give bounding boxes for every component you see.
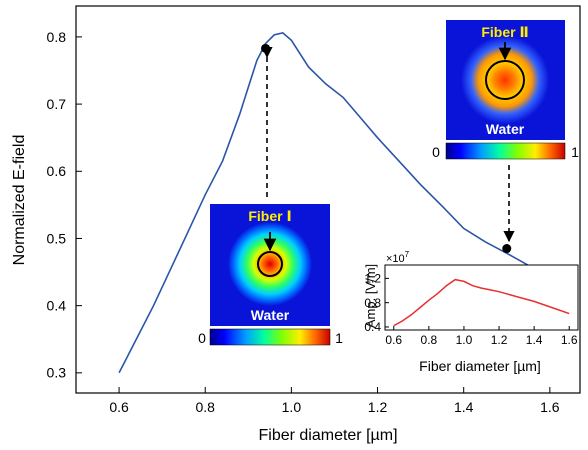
- main-y-ticks: 0.3 0.4 0.5 0.6 0.7 0.8: [47, 29, 82, 381]
- fiber2-field-spot: [461, 36, 549, 124]
- fiber2-outline: [485, 60, 525, 100]
- main-markers: [261, 43, 512, 254]
- inset-y-ticks: 0.4 0.8 1.2: [364, 272, 389, 334]
- fiber1-colorbar-max: 1: [335, 330, 343, 346]
- main-chart: 0.6 0.8 1.0 1.2 1.4 1.6 0.3 0.4 0.5 0.6 0.7 0.8 Fi…: [11, 5, 581, 444]
- main-y-tick-label: 0.7: [47, 96, 67, 112]
- main-plot-frame: [75, 5, 581, 394]
- inset-plot-frame: [384, 264, 579, 331]
- inset-y-tick-label: 0.4: [364, 320, 381, 334]
- main-series-line: [118, 32, 551, 374]
- fiber1-medium-label: Water: [251, 307, 290, 323]
- inset-x-axis-label: Fiber diameter [µm]: [419, 358, 541, 374]
- inset-x-tick-label: 1.4: [526, 333, 543, 347]
- inset-exponent-label: ×107: [386, 250, 410, 265]
- fiber2-colorbar-min: 0: [432, 144, 440, 160]
- fiber1-colorbar-min: 0: [198, 330, 206, 346]
- main-y-tick-label: 0.8: [47, 29, 67, 45]
- fiber2-field-panel: Fiber Ⅱ Water 0 1: [432, 20, 579, 160]
- fiber2-medium-label: Water: [486, 121, 525, 137]
- fiber1-outline: [257, 251, 283, 277]
- main-x-tick-label: 1.6: [540, 399, 560, 415]
- main-x-tick-label: 0.6: [109, 399, 129, 415]
- inset-x-tick-label: 0.6: [385, 333, 402, 347]
- inset-x-tick-label: 1.6: [561, 333, 578, 347]
- inset-x-tick-label: 0.8: [421, 333, 438, 347]
- main-y-axis-label: Normalized E-field: [11, 135, 28, 266]
- inset-x-tick-label: 1.0: [456, 333, 473, 347]
- inset-y-tick-label: 1.2: [364, 272, 381, 286]
- main-x-ticks: 0.6 0.8 1.0 1.2 1.4 1.6: [109, 387, 560, 415]
- main-x-tick-label: 1.0: [282, 399, 302, 415]
- main-x-tick-label: 1.4: [454, 399, 474, 415]
- inset-x-ticks: 0.6 0.8 1.0 1.2 1.4 1.6: [385, 326, 578, 347]
- inset-y-tick-label: 0.8: [364, 296, 381, 310]
- main-y-tick-label: 0.5: [47, 230, 67, 246]
- fiber1-colorbar: [209, 328, 331, 346]
- fiber2-colorbar: [445, 142, 566, 160]
- main-y-tick-label: 0.4: [47, 298, 67, 314]
- fiber2-colorbar-max: 1: [571, 144, 579, 160]
- fiber1-title: Fiber Ⅰ: [248, 208, 291, 224]
- fiber2-title: Fiber Ⅱ: [481, 24, 528, 40]
- inset-x-tick-label: 1.2: [491, 333, 508, 347]
- main-y-tick-label: 0.3: [47, 365, 67, 381]
- inset-chart: 0.6 0.8 1.0 1.2 1.4 1.6 0.4 0.8 1.2 ×107 Fiber …: [363, 250, 579, 374]
- main-x-tick-label: 0.8: [195, 399, 215, 415]
- main-y-tick-label: 0.6: [47, 163, 67, 179]
- main-marker-point: [261, 43, 271, 53]
- main-x-axis-label: Fiber diameter [µm]: [258, 427, 397, 444]
- main-x-tick-label: 1.2: [368, 399, 388, 415]
- main-marker-point: [502, 244, 512, 254]
- inset-series-line: [393, 278, 570, 327]
- fiber1-field-panel: Fiber Ⅰ Water 0 1: [198, 204, 343, 346]
- inset-y-axis-label: Amp. [V/m]: [363, 264, 378, 328]
- fiber1-field-spot: [228, 222, 312, 306]
